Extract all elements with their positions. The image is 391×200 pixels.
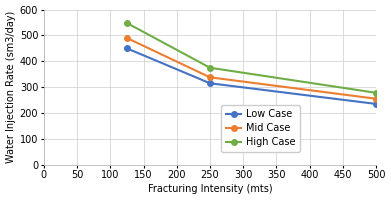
Mid Case <box>125 37 129 39</box>
High Case <box>374 92 378 94</box>
Low Case <box>208 82 212 84</box>
Mid Case <box>208 76 212 79</box>
Y-axis label: Water Injection Rate (sm3/day): Water Injection Rate (sm3/day) <box>5 11 16 163</box>
High Case <box>125 22 129 24</box>
Low Case <box>374 103 378 105</box>
High Case <box>208 67 212 69</box>
Line: High Case: High Case <box>124 20 379 96</box>
Legend: Low Case, Mid Case, High Case: Low Case, Mid Case, High Case <box>221 105 300 152</box>
Line: Mid Case: Mid Case <box>124 35 379 102</box>
Low Case <box>125 47 129 50</box>
Line: Low Case: Low Case <box>124 46 379 107</box>
X-axis label: Fracturing Intensity (mts): Fracturing Intensity (mts) <box>148 184 272 194</box>
Mid Case <box>374 98 378 100</box>
